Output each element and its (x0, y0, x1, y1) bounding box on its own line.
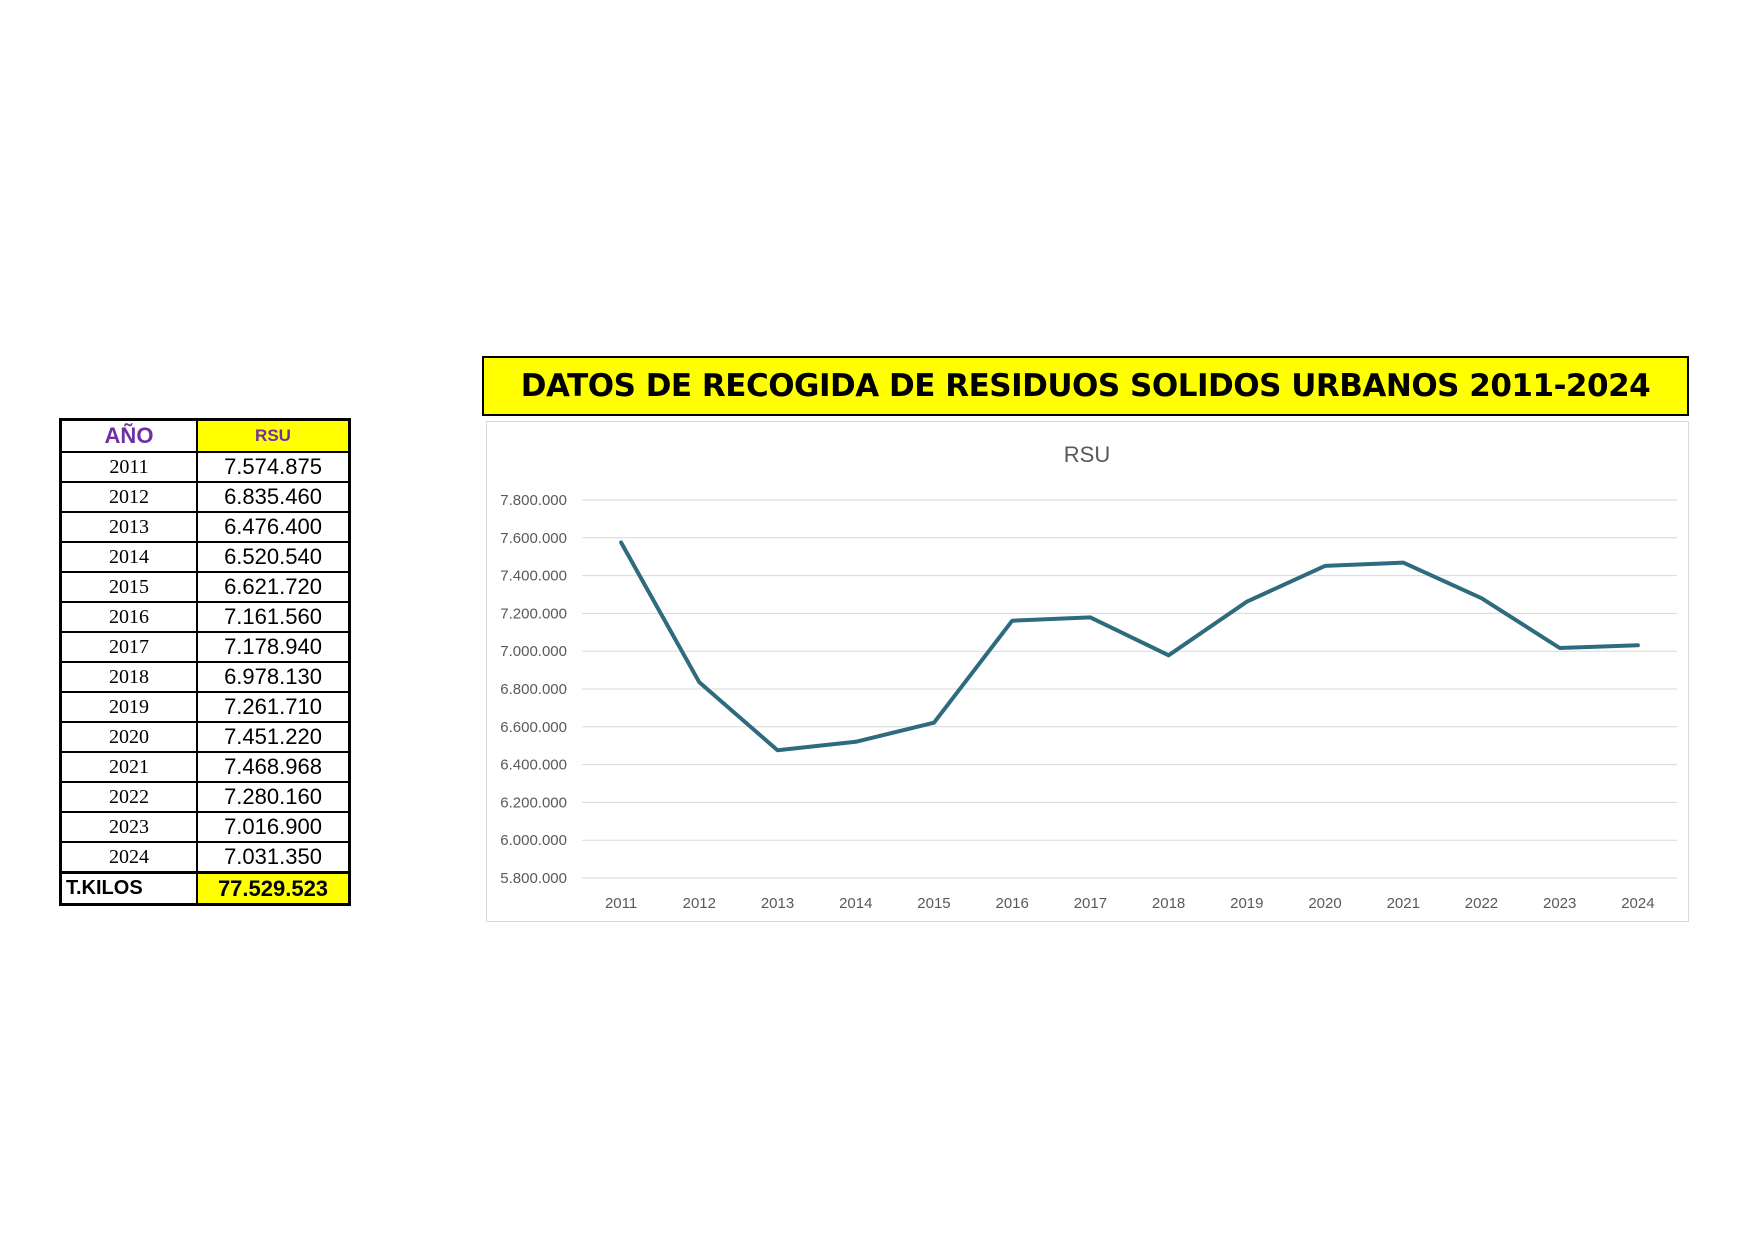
rsu-value-cell: 6.978.130 (196, 661, 351, 693)
rsu-value-cell: 6.835.460 (196, 481, 351, 513)
rsu-value-cell: 7.280.160 (196, 781, 351, 813)
series-line-rsu (619, 540, 1640, 753)
y-axis-ticks: 5.800.000 6.000.000 6.200.000 6.400.000 6.60… (500, 492, 567, 887)
chart-svg: RSU 5.800.000 6.000.000 6.200.000 6.400.000… (500, 442, 1677, 912)
data-table: AÑO RSU 2011 7.574.875 2012 6.835.460 2013 6.… (59, 418, 351, 906)
y-tick-label: 7.800.000 (500, 492, 567, 509)
y-tick-label: 7.000.000 (500, 643, 567, 660)
x-tick-label: 2017 (1074, 895, 1107, 912)
x-tick-label: 2015 (917, 895, 950, 912)
x-tick-label: 2013 (761, 895, 794, 912)
year-cell: 2020 (59, 721, 198, 753)
year-cell: 2014 (59, 541, 198, 573)
rsu-value-cell: 7.451.220 (196, 721, 351, 753)
total-label: T.KILOS (59, 871, 198, 906)
series-layer (619, 540, 1640, 753)
rsu-value-cell: 7.574.875 (196, 451, 351, 483)
rsu-value-cell: 7.261.710 (196, 691, 351, 723)
x-tick-label: 2020 (1308, 895, 1341, 912)
x-tick-label: 2021 (1387, 895, 1420, 912)
table-row: 2018 6.978.130 (59, 661, 351, 693)
rsu-value-cell: 7.161.560 (196, 601, 351, 633)
table-row: 2015 6.621.720 (59, 571, 351, 603)
rsu-value-cell: 7.468.968 (196, 751, 351, 783)
rsu-value-cell: 7.016.900 (196, 811, 351, 843)
table-row: 2013 6.476.400 (59, 511, 351, 543)
year-cell: 2019 (59, 691, 198, 723)
x-tick-label: 2016 (995, 895, 1028, 912)
x-axis-ticks: 2011 2012 2013 2014 2015 2016 2017 2018 2019 2020… (605, 895, 1655, 912)
table-body: AÑO RSU 2011 7.574.875 2012 6.835.460 2013 6.… (59, 418, 351, 906)
rsu-value-cell: 7.031.350 (196, 841, 351, 874)
x-tick-label: 2018 (1152, 895, 1185, 912)
chart-title: RSU (1064, 442, 1110, 467)
year-cell: 2013 (59, 511, 198, 543)
x-tick-label: 2012 (683, 895, 716, 912)
table-row: 2024 7.031.350 (59, 841, 351, 874)
table-row: 2011 7.574.875 (59, 451, 351, 483)
year-cell: 2011 (59, 451, 198, 483)
year-cell: 2017 (59, 631, 198, 663)
line-chart: RSU 5.800.000 6.000.000 6.200.000 6.400.000… (486, 421, 1689, 922)
year-cell: 2016 (59, 601, 198, 633)
grid-layer (582, 499, 1677, 879)
rsu-value-cell: 6.476.400 (196, 511, 351, 543)
y-tick-label: 7.600.000 (500, 530, 567, 547)
y-tick-label: 6.800.000 (500, 681, 567, 698)
rsu-value-cell: 6.621.720 (196, 571, 351, 603)
total-value: 77.529.523 (196, 871, 351, 906)
rsu-value-cell: 6.520.540 (196, 541, 351, 573)
header-rsu: RSU (196, 418, 351, 453)
table-row: 2022 7.280.160 (59, 781, 351, 813)
table-row: 2014 6.520.540 (59, 541, 351, 573)
year-cell: 2012 (59, 481, 198, 513)
y-tick-label: 5.800.000 (500, 870, 567, 887)
x-tick-label: 2023 (1543, 895, 1576, 912)
table-row: 2017 7.178.940 (59, 631, 351, 663)
table-row: 2021 7.468.968 (59, 751, 351, 783)
year-cell: 2022 (59, 781, 198, 813)
year-cell: 2015 (59, 571, 198, 603)
table-row: 2016 7.161.560 (59, 601, 351, 633)
x-tick-label: 2024 (1621, 895, 1654, 912)
y-tick-label: 7.400.000 (500, 568, 567, 585)
total-row: T.KILOS 77.529.523 (59, 871, 351, 906)
x-tick-label: 2022 (1465, 895, 1498, 912)
table-row: 2023 7.016.900 (59, 811, 351, 843)
table-row: 2020 7.451.220 (59, 721, 351, 753)
y-tick-label: 7.200.000 (500, 605, 567, 622)
year-cell: 2024 (59, 841, 198, 874)
x-tick-label: 2019 (1230, 895, 1263, 912)
table-header-row: AÑO RSU (59, 418, 351, 453)
x-tick-label: 2014 (839, 895, 872, 912)
chart-banner-title: DATOS DE RECOGIDA DE RESIDUOS SOLIDOS UR… (482, 356, 1689, 416)
y-tick-label: 6.000.000 (500, 832, 567, 849)
rsu-value-cell: 7.178.940 (196, 631, 351, 663)
year-cell: 2021 (59, 751, 198, 783)
header-year: AÑO (59, 418, 198, 453)
year-cell: 2023 (59, 811, 198, 843)
table-row: 2012 6.835.460 (59, 481, 351, 513)
x-tick-label: 2011 (605, 895, 637, 912)
table-row: 2019 7.261.710 (59, 691, 351, 723)
y-tick-label: 6.200.000 (500, 794, 567, 811)
y-tick-label: 6.400.000 (500, 757, 567, 774)
y-tick-label: 6.600.000 (500, 719, 567, 736)
year-cell: 2018 (59, 661, 198, 693)
